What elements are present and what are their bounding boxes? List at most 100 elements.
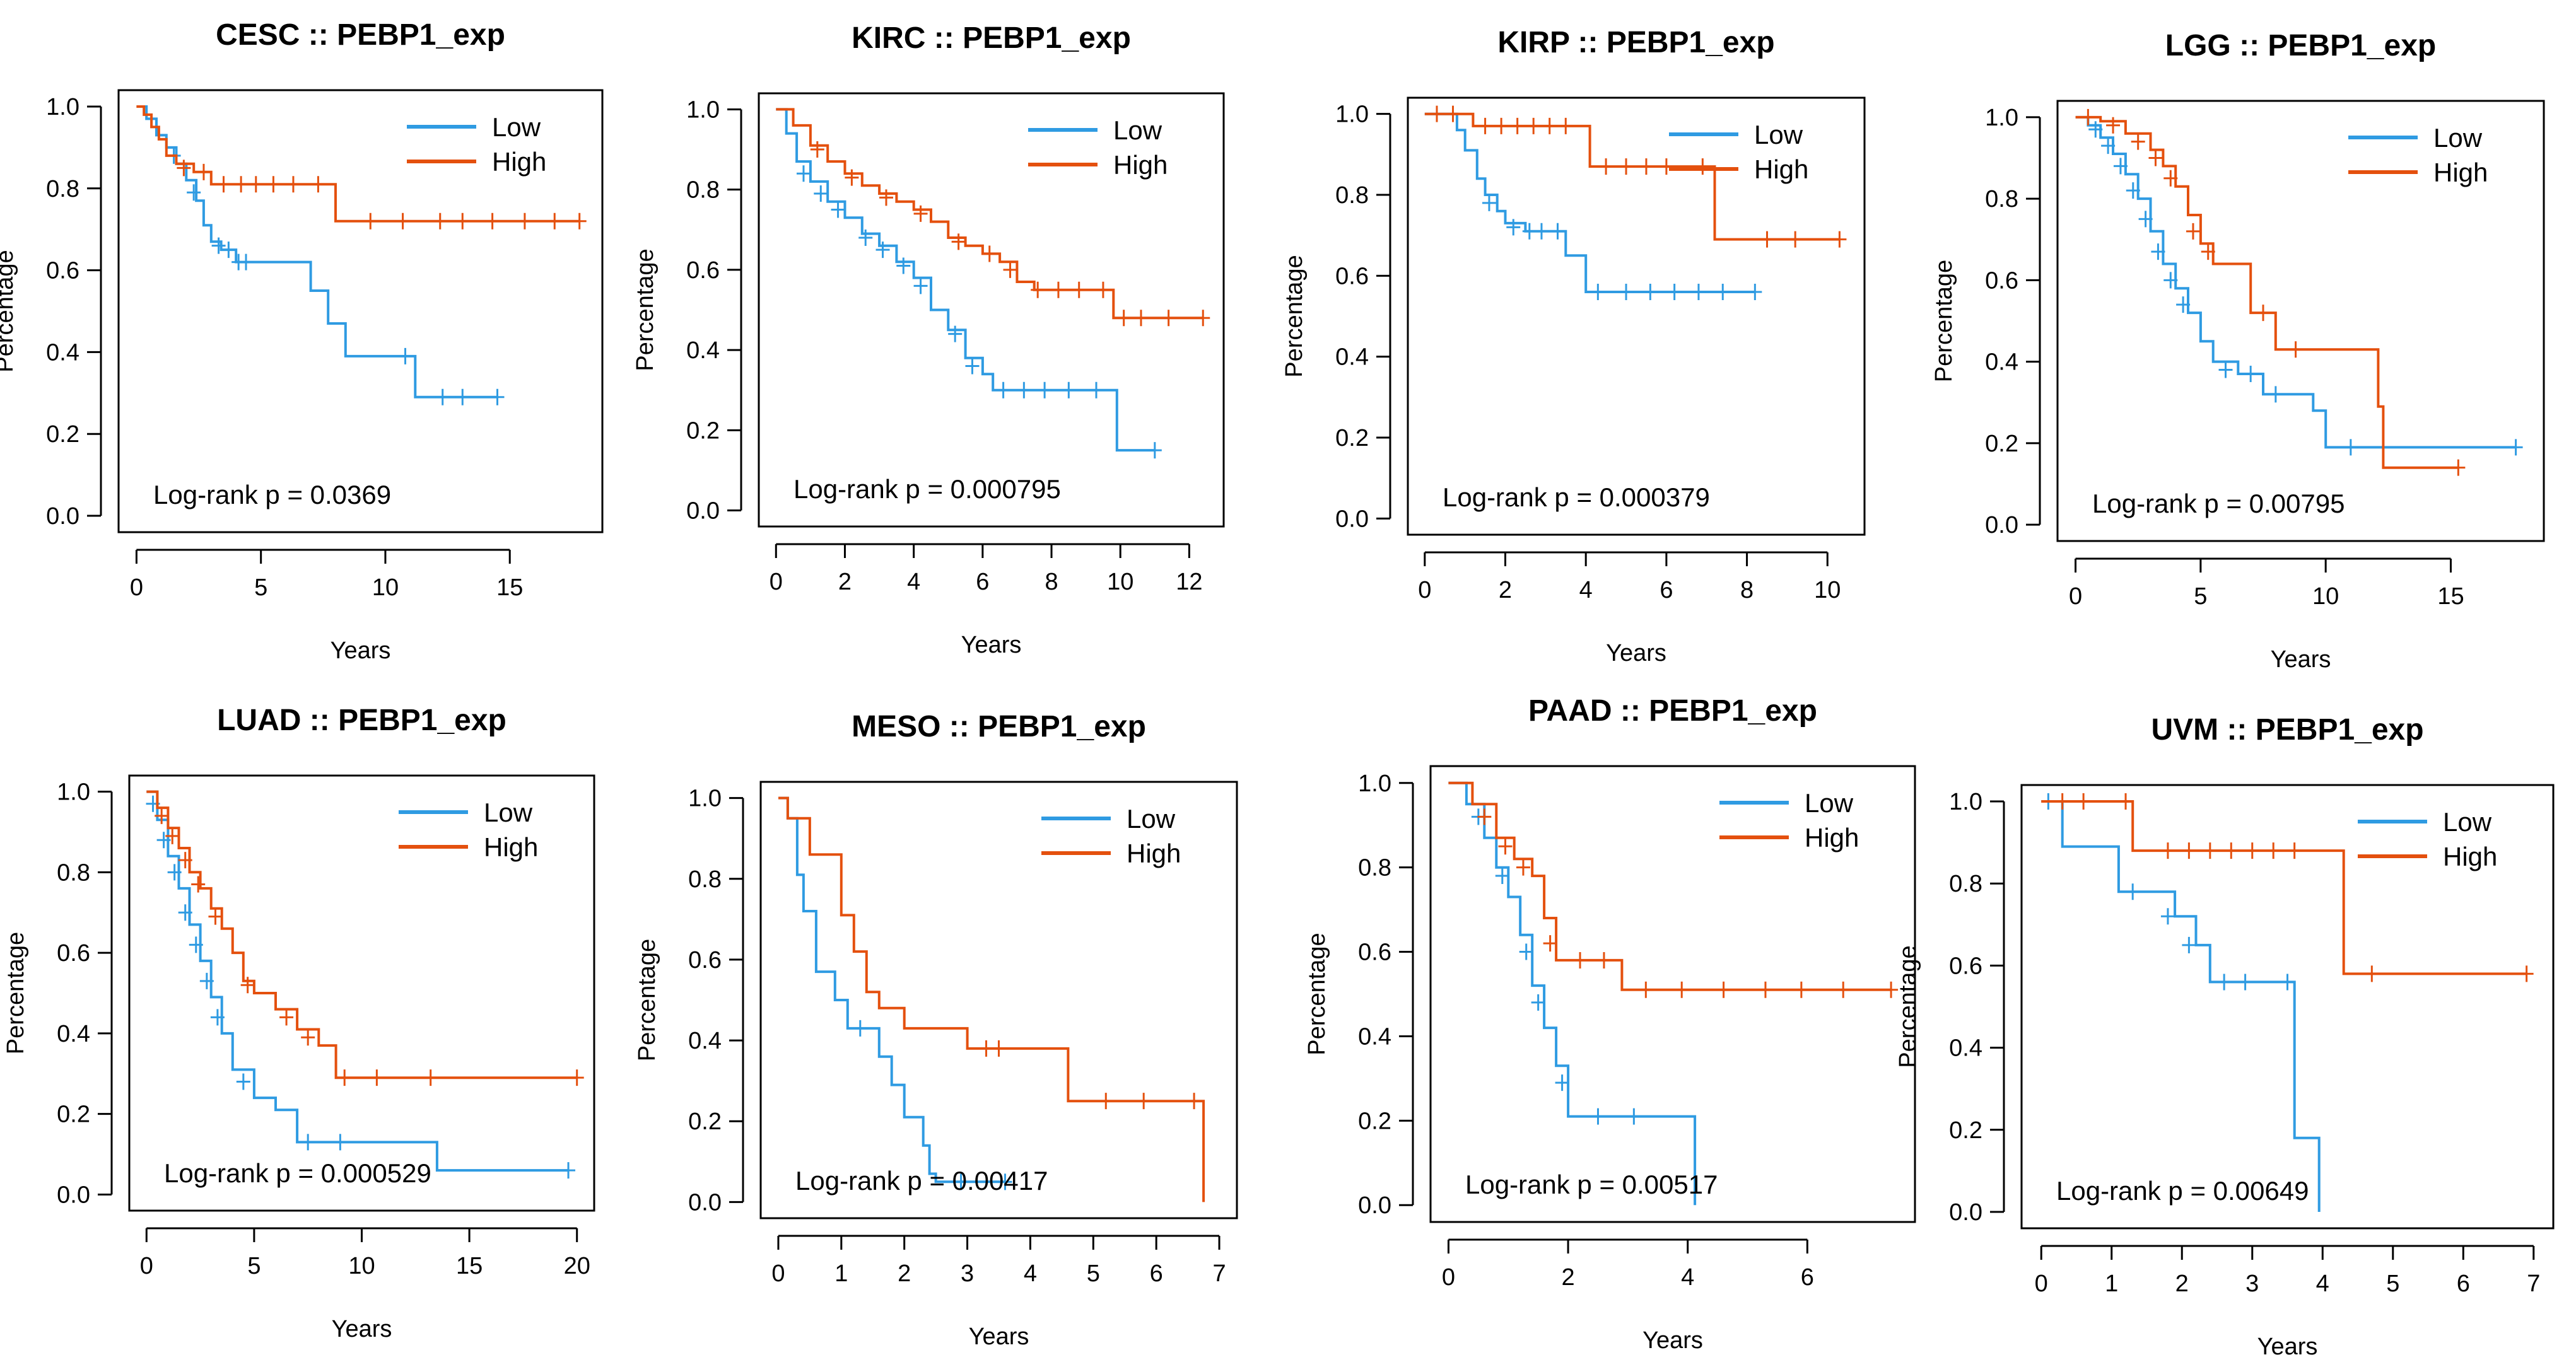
y-tick-label: 0.6: [1335, 263, 1369, 289]
censor-mark: [1836, 981, 1851, 998]
censor-mark: [2088, 121, 2103, 138]
censor-mark: [187, 184, 201, 201]
censor-mark: [1555, 1074, 1569, 1091]
x-tick-label: 0: [2035, 1271, 2048, 1297]
censor-mark: [1522, 223, 1537, 240]
x-tick-label: 15: [456, 1253, 483, 1279]
y-tick-label: 0.2: [1335, 425, 1369, 451]
x-tick-label: 10: [348, 1253, 375, 1279]
legend-label-low: Low: [492, 112, 541, 142]
x-tick-label: 2: [838, 569, 852, 595]
censor-mark: [814, 185, 828, 202]
censor-mark: [1884, 981, 1899, 998]
y-tick-label: 0.4: [57, 1021, 90, 1047]
censor-mark: [1534, 223, 1549, 240]
censor-mark: [1498, 838, 1513, 855]
censor-mark: [1675, 981, 1689, 998]
censor-mark: [2201, 243, 2215, 260]
y-tick-label: 0.2: [686, 417, 720, 444]
y-tick-label: 0.6: [57, 940, 90, 967]
censor-mark: [875, 241, 890, 259]
x-tick-label: 20: [564, 1253, 590, 1279]
censor-mark: [1147, 442, 1162, 459]
y-tick-label: 0.4: [1949, 1035, 1982, 1062]
censor-mark: [286, 176, 300, 193]
censor-mark: [570, 1069, 584, 1086]
censor-mark: [1096, 281, 1110, 298]
legend-label-low: Low: [484, 798, 533, 827]
censor-mark: [2218, 361, 2233, 378]
logrank-pvalue: Log-rank p = 0.00649: [2056, 1176, 2309, 1206]
censor-mark: [2148, 149, 2163, 166]
x-tick-label: 6: [1801, 1264, 1814, 1291]
censor-mark: [178, 852, 192, 869]
censor-mark: [2365, 965, 2379, 982]
y-tick-label: 0.4: [1985, 349, 2018, 376]
censor-mark: [1591, 1108, 1605, 1125]
censor-mark: [1599, 158, 1613, 175]
y-tick-label: 1.0: [46, 94, 79, 120]
censor-mark: [199, 972, 214, 989]
y-tick-label: 1.0: [1985, 105, 2018, 131]
censor-mark: [240, 977, 255, 994]
x-tick-label: 6: [1660, 577, 1673, 603]
censor-mark: [1559, 117, 1573, 134]
survival-curve-low: [136, 105, 498, 398]
censor-mark: [370, 1069, 384, 1086]
censor-mark: [879, 189, 893, 206]
censor-mark: [234, 176, 249, 193]
logrank-pvalue: Log-rank p = 0.0369: [153, 480, 391, 509]
censor-mark: [796, 165, 811, 182]
censor-mark: [455, 388, 470, 405]
censor-mark: [1051, 281, 1065, 298]
censor-mark: [1794, 981, 1808, 998]
x-tick-label: 0: [1418, 577, 1431, 603]
censor-mark: [433, 212, 447, 230]
censor-mark: [1446, 105, 1460, 122]
y-tick-label: 1.0: [1949, 789, 1982, 815]
censor-mark: [2245, 842, 2259, 859]
legend-label-low: Low: [1127, 804, 1176, 834]
legend-label-high: High: [1113, 150, 1168, 180]
censor-mark: [2138, 211, 2153, 228]
censor-mark: [1072, 281, 1086, 298]
x-tick-label: 10: [2312, 583, 2339, 610]
censor-mark: [2203, 842, 2217, 859]
censor-mark: [1760, 231, 1774, 248]
censor-mark: [1531, 994, 1545, 1011]
x-axis-label: Years: [2271, 646, 2331, 673]
censor-mark: [2113, 158, 2128, 175]
x-tick-label: 5: [2194, 583, 2207, 610]
y-tick-label: 0.6: [686, 257, 720, 284]
censor-mark: [996, 381, 1010, 398]
survival-curve-low: [2075, 115, 2516, 449]
x-axis-label: Years: [331, 637, 391, 664]
y-tick-label: 0.4: [46, 339, 79, 366]
censor-mark: [2055, 793, 2070, 810]
x-axis-label: Years: [1642, 1327, 1703, 1354]
censor-mark: [1429, 105, 1444, 122]
censor-mark: [965, 358, 980, 375]
censor-mark: [363, 212, 378, 230]
x-tick-label: 2: [1499, 577, 1512, 603]
y-tick-label: 0.0: [1949, 1199, 1982, 1226]
y-tick-label: 0.8: [1949, 871, 1982, 897]
censor-mark: [2182, 936, 2196, 953]
y-tick-label: 0.2: [46, 421, 79, 448]
censor-mark: [1691, 284, 1706, 300]
censor-mark: [1788, 231, 1803, 248]
censor-mark: [1089, 381, 1104, 398]
censor-mark: [1482, 194, 1496, 211]
censor-mark: [239, 253, 254, 270]
chart-title: KIRP :: PEBP1_exp: [1497, 26, 1774, 59]
censor-mark: [810, 141, 824, 158]
x-tick-label: 10: [372, 574, 399, 601]
censor-mark: [1695, 158, 1710, 175]
x-tick-label: 10: [1107, 569, 1133, 595]
x-tick-label: 2: [2175, 1271, 2189, 1297]
censor-mark: [301, 1134, 315, 1151]
survival-curve-high: [2075, 115, 2459, 469]
